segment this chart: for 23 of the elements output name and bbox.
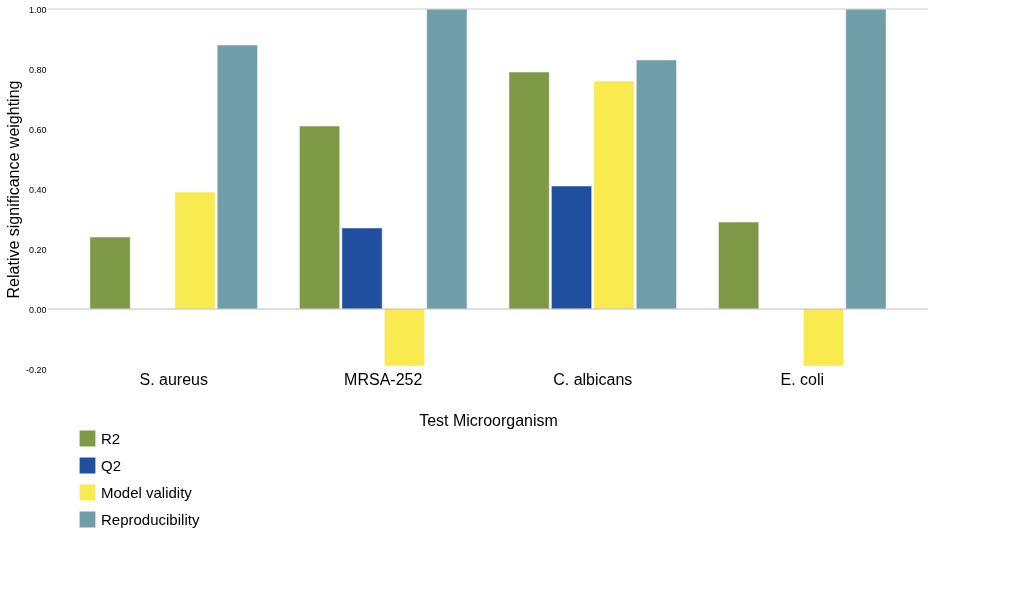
- bar: [89, 236, 131, 310]
- bar: [718, 221, 760, 310]
- bar: [426, 8, 468, 310]
- legend-label: Model validity: [101, 483, 193, 501]
- y-tick-label: 0.20: [28, 244, 47, 255]
- legend-label: Q2: [101, 456, 122, 474]
- bar: [845, 8, 887, 310]
- y-tick-label: 0.00: [28, 304, 47, 315]
- x-tick-label: S. aureus: [139, 370, 208, 388]
- x-axis-title: Test Microorganism: [419, 411, 558, 429]
- bar: [803, 308, 844, 367]
- x-tick-label: E. coli: [780, 370, 825, 388]
- y-tick-label: 1.00: [28, 4, 47, 15]
- bar: [384, 308, 425, 367]
- y-tick-label: -0.20: [25, 364, 47, 375]
- y-tick-label: 0.40: [28, 184, 47, 195]
- legend-label: R2: [101, 429, 121, 447]
- x-tick-label: C. albicans: [553, 370, 633, 388]
- y-axis-title: Relative significance weighting: [4, 80, 22, 299]
- y-tick-label: 0.80: [28, 64, 47, 75]
- y-tick-label: 0.60: [28, 124, 47, 135]
- legend-label: Reproducibility: [101, 510, 200, 528]
- x-tick-label: MRSA-252: [344, 370, 423, 388]
